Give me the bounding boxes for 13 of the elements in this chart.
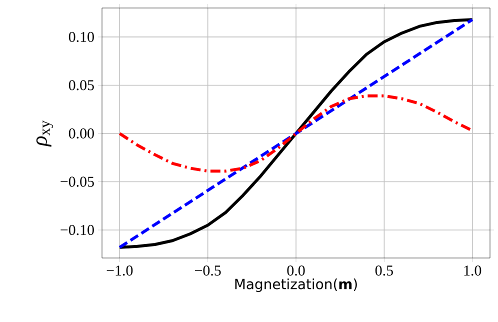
x-axis-title: Magnetization(m) [235,278,357,292]
y-tick-label: 0.10 [68,32,94,42]
x-tick-label: 0.0 [287,266,305,276]
x-tick-label: −1.0 [106,266,133,276]
x-tick-label: −0.5 [195,266,221,276]
y-axis-title: ρ$_{xy}$ [36,120,54,147]
x-tick-label: 0.5 [375,266,393,276]
y-tick-label: −0.10 [60,224,94,236]
y-tick-label: 0.00 [68,128,94,139]
y-tick-label: −0.05 [60,176,94,187]
line-series [118,18,474,249]
x-tick-label: 1.0 [464,266,482,276]
y-tick-label: 0.05 [68,80,94,90]
